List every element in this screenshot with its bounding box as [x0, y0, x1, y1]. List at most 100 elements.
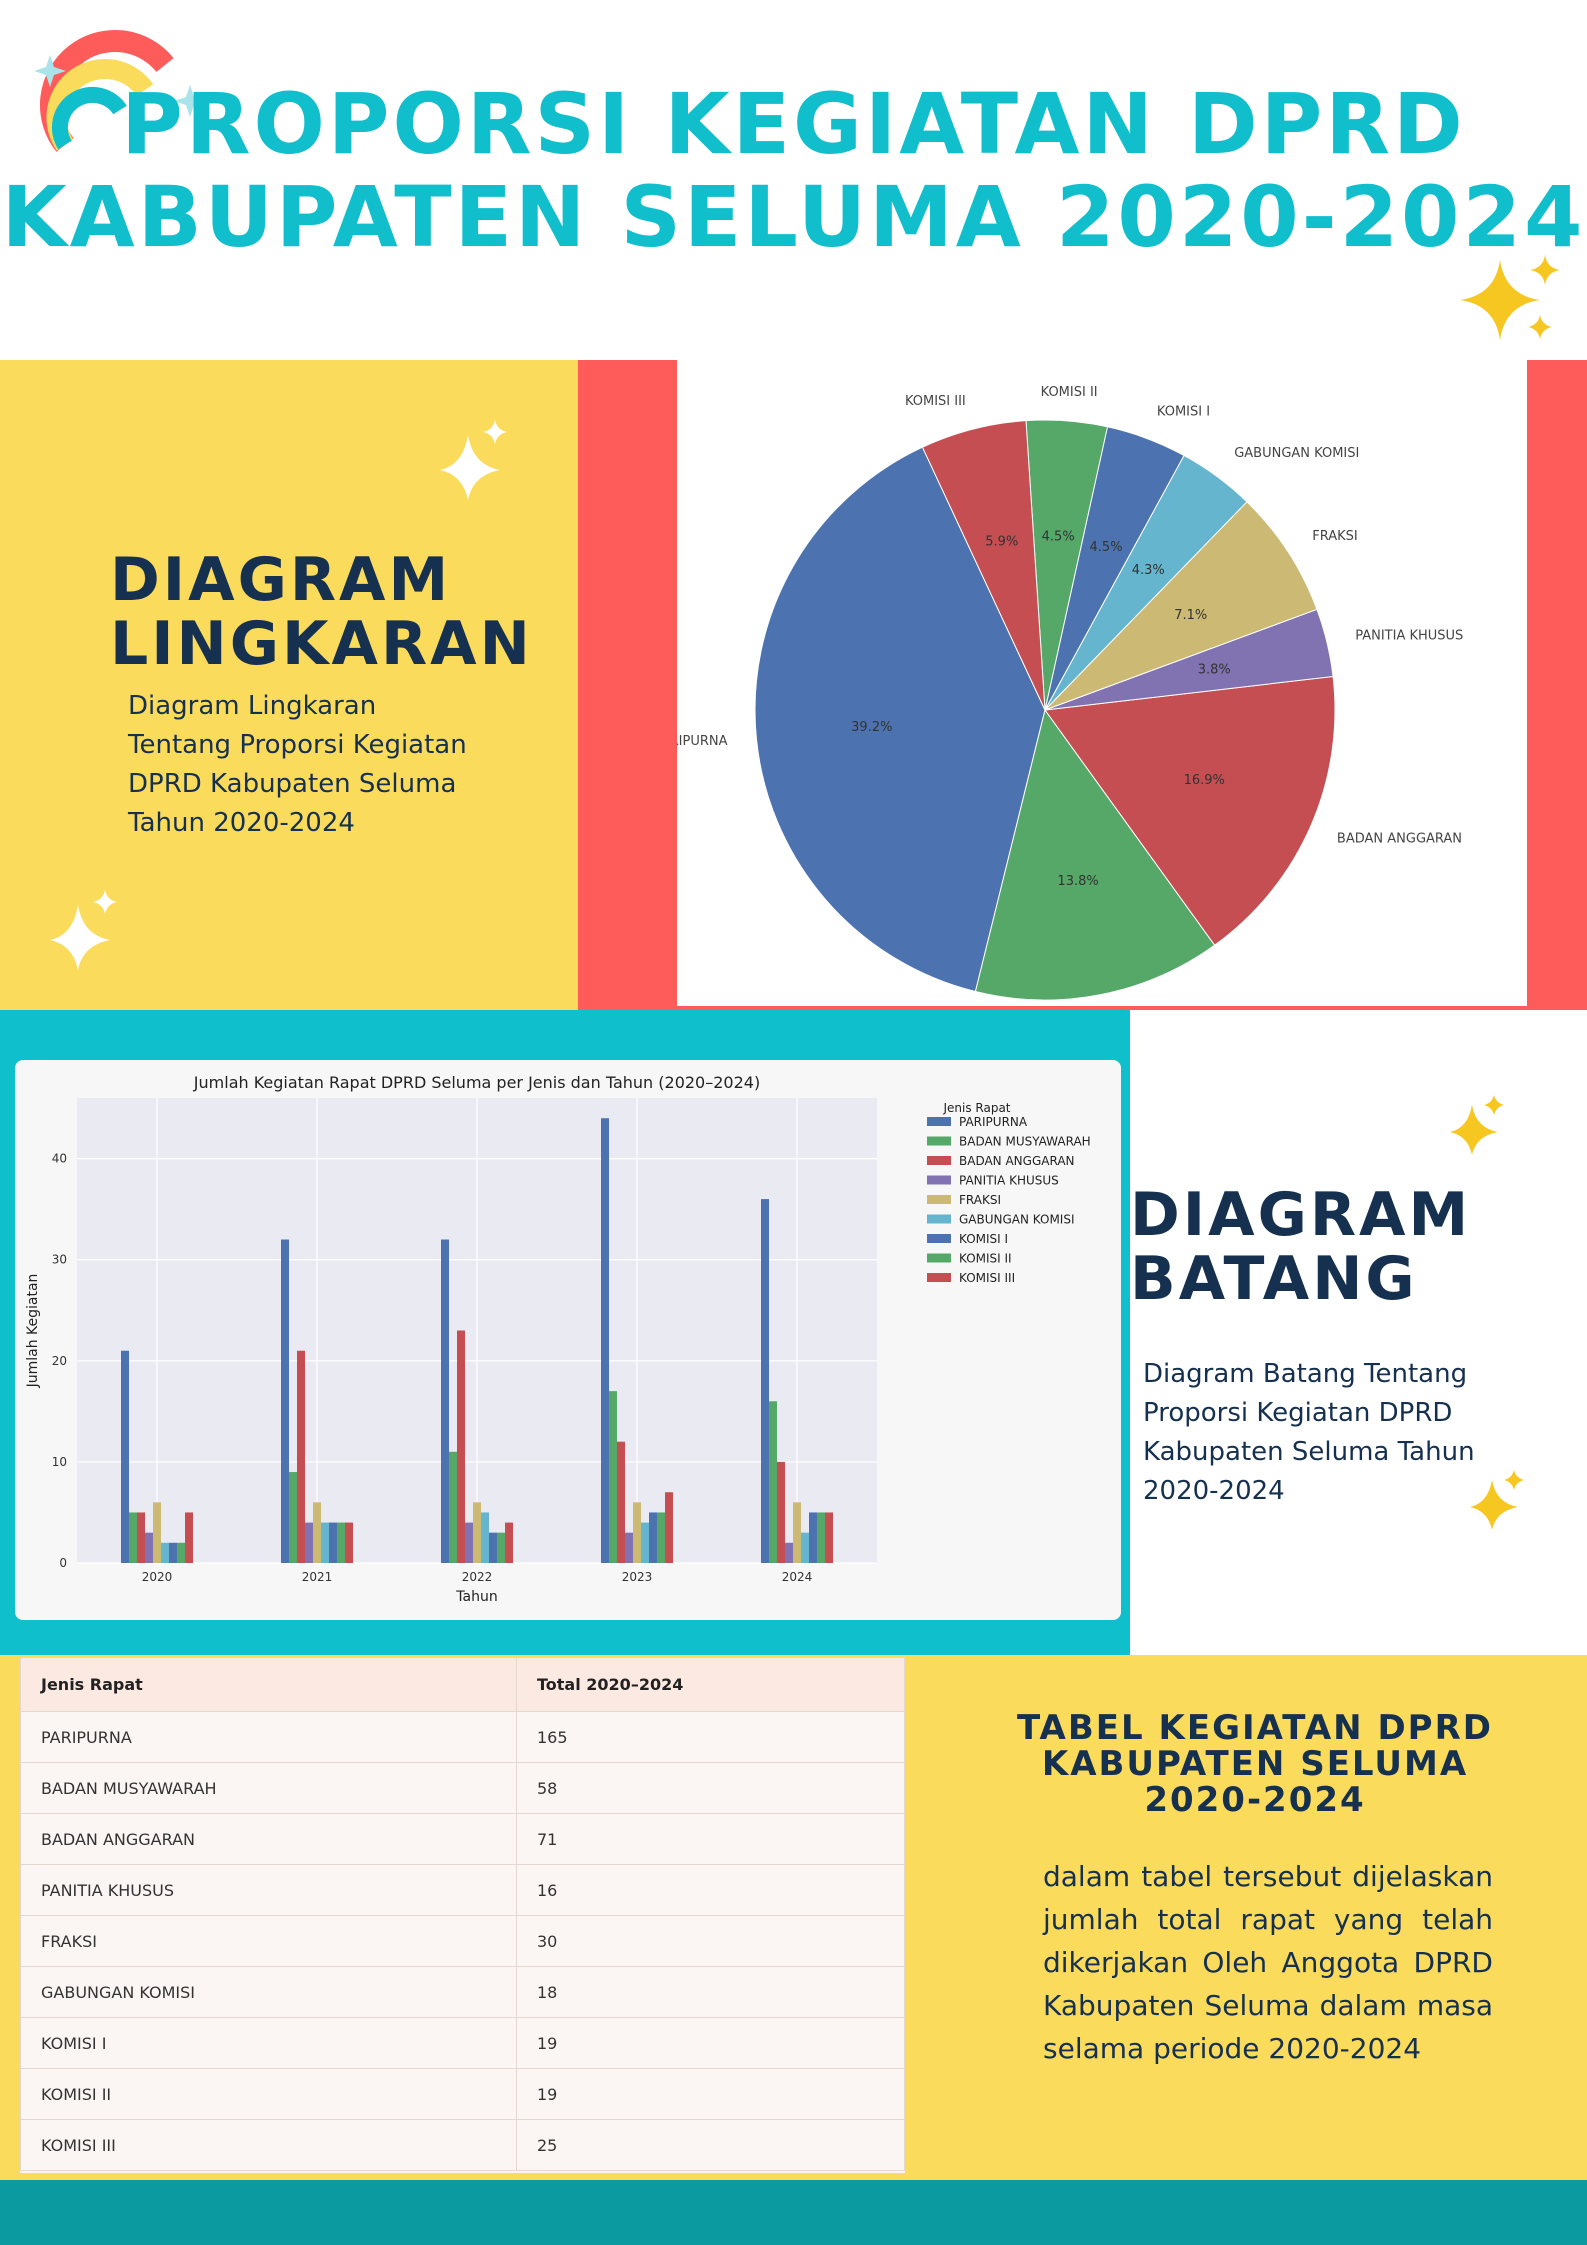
x-tick-label: 2022	[462, 1570, 493, 1584]
pie-percent-label: 3.8%	[1198, 662, 1231, 677]
bar	[793, 1502, 801, 1563]
sparkle-icon	[50, 890, 117, 970]
bar-description-line: Proporsi Kegiatan DPRD	[1143, 1398, 1453, 1428]
y-tick-label: 40	[52, 1152, 67, 1166]
y-tick-label: 30	[52, 1253, 67, 1267]
pie-description: Diagram Lingkaran Tentang Proporsi Kegia…	[128, 687, 467, 843]
bar-heading: DIAGRAM BATANG	[1130, 1185, 1471, 1309]
bar	[649, 1512, 657, 1563]
legend-swatch	[927, 1136, 951, 1146]
legend-label: PARIPURNA	[959, 1115, 1028, 1129]
bar-description-line: Kabupaten Seluma Tahun	[1143, 1437, 1475, 1467]
pie-category-label: PANITIA KHUSUS	[1355, 629, 1463, 644]
bar	[449, 1451, 457, 1563]
table-row: FRAKSI 30	[20, 1915, 905, 1967]
pie-description-line: Tahun 2020-2024	[128, 808, 355, 838]
table-heading-line: 2020-2024	[1144, 1780, 1366, 1820]
table-heading-line: KABUPATEN SELUMA	[1041, 1744, 1469, 1784]
bar	[145, 1532, 153, 1563]
table-cell-total: 58	[516, 1762, 905, 1814]
pie-category-label: BADAN ANGGARAN	[1337, 832, 1462, 847]
x-tick-label: 2020	[142, 1570, 173, 1584]
table-row: PANITIA KHUSUS 16	[20, 1864, 905, 1916]
bar	[185, 1512, 193, 1563]
activity-table: Jenis Rapat Total 2020–2024 PARIPURNA 165…	[20, 1657, 905, 2171]
pie-percent-label: 13.8%	[1057, 874, 1098, 889]
pie-heading: DIAGRAM LINGKARAN	[110, 550, 533, 674]
bar	[289, 1472, 297, 1563]
legend-swatch	[927, 1175, 951, 1185]
bar	[121, 1350, 129, 1563]
bar	[825, 1512, 833, 1563]
legend-swatch	[927, 1117, 951, 1126]
legend-label: KOMISI III	[959, 1271, 1015, 1285]
bar-description-line: 2020-2024	[1143, 1476, 1285, 1506]
legend-label: KOMISI II	[959, 1252, 1012, 1266]
table-row: BADAN MUSYAWARAH 58	[20, 1762, 905, 1814]
bar	[505, 1522, 513, 1563]
chart-title: Jumlah Kegiatan Rapat DPRD Seluma per Je…	[193, 1073, 760, 1092]
legend-label: BADAN MUSYAWARAH	[959, 1135, 1091, 1149]
y-axis-label: Jumlah Kegiatan	[25, 1274, 41, 1389]
pie-slice	[1044, 675, 1336, 946]
legend-label: KOMISI I	[959, 1232, 1008, 1246]
table-cell-jenis: PANITIA KHUSUS	[20, 1864, 517, 1916]
pie-category-label: KOMISI I	[1157, 404, 1210, 419]
bar	[609, 1391, 617, 1563]
table-row: KOMISI I 19	[20, 2017, 905, 2069]
bar	[769, 1401, 777, 1563]
table-cell-jenis: PARIPURNA	[20, 1711, 517, 1763]
x-tick-label: 2023	[622, 1570, 653, 1584]
legend-label: FRAKSI	[959, 1193, 1001, 1207]
legend-label: BADAN ANGGARAN	[959, 1154, 1075, 1168]
pie-percent-label: 7.1%	[1174, 608, 1207, 623]
page-title-line-1: PROPORSI KEGIATAN DPRD	[121, 75, 1466, 173]
bar	[633, 1502, 641, 1563]
table-heading: TABEL KEGIATAN DPRD KABUPATEN SELUMA 202…	[940, 1710, 1570, 1818]
table-cell-jenis: KOMISI I	[20, 2017, 517, 2069]
sparkle-icon	[1460, 255, 1560, 340]
bar	[345, 1522, 353, 1563]
table-cell-jenis: KOMISI III	[20, 2119, 517, 2171]
table-cell-total: 19	[516, 2017, 905, 2069]
bar	[129, 1512, 137, 1563]
table-heading-line: TABEL KEGIATAN DPRD	[1016, 1708, 1493, 1748]
pie-category-label: KOMISI III	[905, 394, 966, 409]
pie-slice	[754, 446, 1046, 993]
bar	[617, 1441, 625, 1563]
bottom-bar	[0, 2180, 1587, 2245]
table-cell-total: 165	[516, 1711, 905, 1763]
legend-swatch	[927, 1273, 951, 1282]
bar	[481, 1512, 489, 1563]
bar	[473, 1502, 481, 1563]
table-row: BADAN ANGGARAN 71	[20, 1813, 905, 1865]
table-cell-total: 71	[516, 1813, 905, 1865]
bar-description: Diagram Batang Tentang Proporsi Kegiatan…	[1143, 1355, 1475, 1511]
table-header-cell: Total 2020–2024	[516, 1657, 905, 1712]
rainbow-icon	[34, 29, 206, 152]
bar	[801, 1532, 809, 1563]
pie-category-label: PARIPURNA	[677, 734, 728, 749]
bar	[441, 1239, 449, 1563]
table-frame: Jenis Rapat Total 2020–2024 PARIPURNA 165…	[20, 1657, 905, 2173]
legend-swatch	[927, 1214, 951, 1224]
pie-slice	[921, 420, 1046, 711]
legend-swatch	[927, 1234, 951, 1243]
pie-description-line: Diagram Lingkaran	[128, 691, 377, 721]
bar-description-line: Diagram Batang Tentang	[1143, 1359, 1468, 1389]
legend-label: GABUNGAN KOMISI	[959, 1213, 1075, 1227]
x-axis-label: Tahun	[455, 1589, 497, 1605]
x-tick-label: 2021	[302, 1570, 333, 1584]
bar-chart-frame: Jumlah Kegiatan Rapat DPRD Seluma per Je…	[15, 1060, 1121, 1620]
bar-heading-line-2: BATANG	[1130, 1244, 1418, 1314]
page-title-line-2: KABUPATEN SELUMA 2020-2024	[1, 168, 1586, 266]
table-cell-jenis: GABUNGAN KOMISI	[20, 1966, 517, 2018]
table-cell-total: 30	[516, 1915, 905, 1967]
table-cell-jenis: BADAN ANGGARAN	[20, 1813, 517, 1865]
pie-description-line: DPRD Kabupaten Seluma	[128, 769, 457, 799]
bar	[817, 1512, 825, 1563]
legend-title: Jenis Rapat	[942, 1101, 1010, 1115]
table-cell-total: 18	[516, 1966, 905, 2018]
table-cell-jenis: BADAN MUSYAWARAH	[20, 1762, 517, 1814]
bar	[337, 1522, 345, 1563]
